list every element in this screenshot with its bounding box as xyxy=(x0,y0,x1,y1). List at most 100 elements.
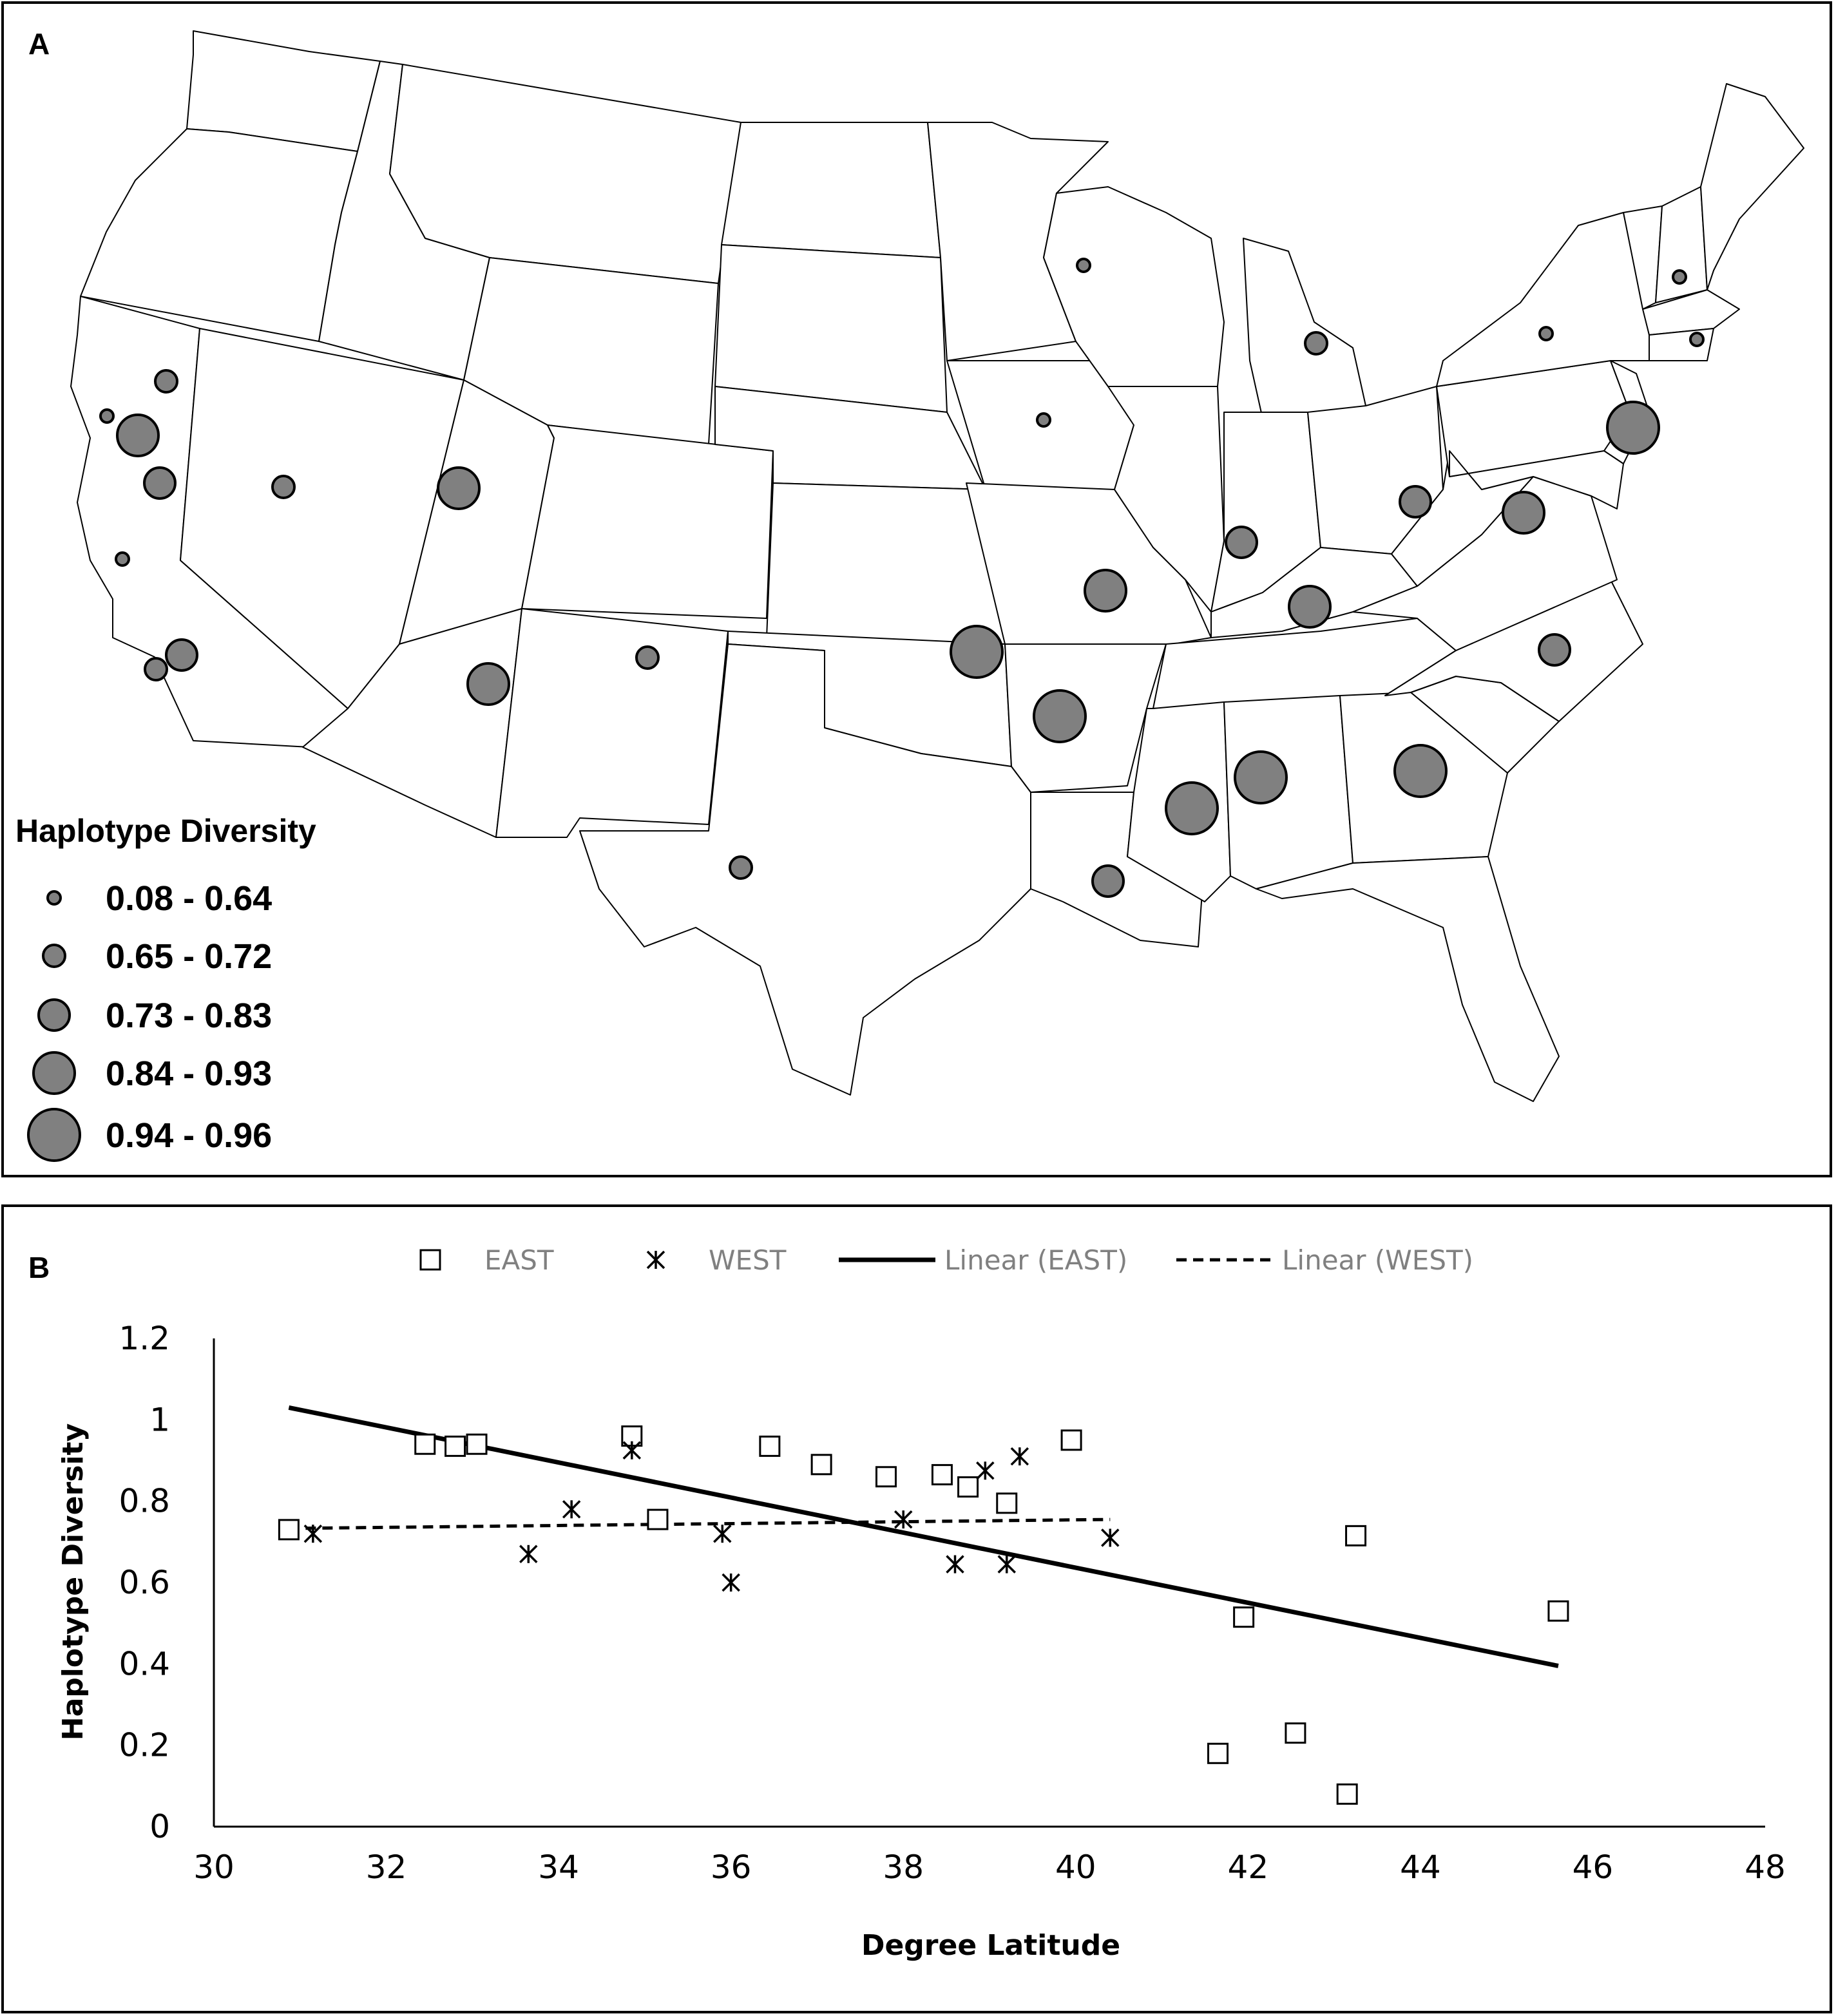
west-point xyxy=(976,1461,995,1480)
site-marker-ky xyxy=(1288,585,1332,629)
chart-legend: EAST WEST Linear (EAST) Linear (WEST) xyxy=(419,1244,1473,1276)
state-ma xyxy=(1642,289,1740,336)
y-tick-label: 0.2 xyxy=(119,1727,170,1764)
site-marker-nc xyxy=(1538,633,1571,667)
site-marker-ma xyxy=(1689,332,1705,347)
site-marker-ca xyxy=(154,369,178,394)
site-marker-nh xyxy=(1672,269,1687,285)
x-tick-label: 36 xyxy=(711,1849,752,1886)
y-axis-title: Haplotype Diversity xyxy=(57,1423,90,1741)
legend-east-marker xyxy=(419,1249,441,1271)
west-point xyxy=(894,1510,913,1529)
panel-b-scatter: B EAST WEST Linear (EAST) Linear (WEST) 0 0.… xyxy=(1,1204,1832,2013)
panel-a-letter: A xyxy=(28,27,50,61)
site-marker-ca xyxy=(144,657,168,681)
site-marker-wi xyxy=(1076,258,1091,273)
state-co xyxy=(521,424,774,619)
site-marker-ca xyxy=(115,551,130,567)
legend-class-label: 0.08 - 0.64 xyxy=(106,879,272,918)
site-marker-la xyxy=(1091,864,1125,898)
y-tick-label: 0.4 xyxy=(119,1645,170,1682)
x-tick-label: 30 xyxy=(193,1849,234,1886)
site-marker-va xyxy=(1502,491,1545,535)
state-ct-ri xyxy=(1649,328,1714,361)
west-point xyxy=(722,1573,740,1592)
trendline-east xyxy=(288,1405,1559,1668)
legend-class-label: 0.94 - 0.96 xyxy=(106,1116,272,1155)
x-tick-label: 46 xyxy=(1573,1849,1614,1886)
east-point xyxy=(445,1435,466,1457)
legend-linear-west-label: Linear (WEST) xyxy=(1282,1244,1473,1276)
legend-linear-east-label: Linear (EAST) xyxy=(944,1244,1127,1276)
east-point xyxy=(1285,1722,1306,1744)
panel-a-map: A xyxy=(1,1,1832,1177)
legend-west-marker xyxy=(646,1250,665,1270)
west-point xyxy=(622,1441,642,1460)
state-ks xyxy=(766,482,1006,645)
map-legend-title: Haplotype Diversity xyxy=(15,813,316,849)
site-marker-in xyxy=(1225,526,1258,559)
site-marker-ok xyxy=(950,625,1004,679)
y-tick-label: 0.6 xyxy=(119,1564,170,1601)
state-me xyxy=(1700,83,1804,290)
x-tick-labels: 30 32 34 36 38 40 42 44 46 48 xyxy=(193,1849,1786,1886)
site-marker-ut xyxy=(437,466,481,510)
east-point xyxy=(1060,1429,1082,1451)
west-point xyxy=(997,1555,1016,1574)
site-marker-oh xyxy=(1399,485,1432,518)
east-point xyxy=(466,1433,488,1455)
legend-circle-2 xyxy=(42,944,66,968)
west-point xyxy=(946,1555,964,1574)
legend-class-label: 0.73 - 0.83 xyxy=(106,996,272,1035)
panel-b-frame xyxy=(1,1204,1832,2013)
west-point xyxy=(1010,1447,1029,1466)
site-marker-mo xyxy=(1084,569,1127,613)
east-point xyxy=(957,1476,979,1498)
east-point xyxy=(931,1464,953,1486)
west-point xyxy=(303,1524,323,1543)
site-marker-ca xyxy=(143,466,177,500)
east-point xyxy=(1547,1600,1569,1622)
east-point xyxy=(996,1492,1018,1514)
series-east-points xyxy=(278,1425,1569,1805)
map-legend-rows: 0.08 - 0.64 0.65 - 0.72 0.73 - 0.83 0.84 - … xyxy=(27,879,272,1162)
site-marker-ms xyxy=(1165,781,1219,835)
legend-circle-3 xyxy=(37,998,71,1032)
sampling-site-markers xyxy=(99,258,1705,898)
west-point xyxy=(713,1524,732,1543)
state-de-md xyxy=(1449,450,1624,509)
site-marker-ga xyxy=(1393,744,1448,798)
site-marker-nv xyxy=(271,475,296,499)
legend-west-label: WEST xyxy=(709,1244,787,1276)
site-marker-nj xyxy=(1606,401,1660,455)
site-marker-az xyxy=(466,662,510,706)
legend-circle-4 xyxy=(32,1051,76,1095)
site-marker-nm xyxy=(635,645,660,670)
x-tick-label: 38 xyxy=(883,1849,924,1886)
east-point xyxy=(1233,1606,1255,1628)
state-il xyxy=(1107,386,1225,613)
x-tick-label: 40 xyxy=(1055,1849,1096,1886)
east-point xyxy=(647,1508,669,1530)
panel-a-frame xyxy=(1,1,1832,1177)
site-marker-ca xyxy=(165,638,198,672)
y-tick-label: 1 xyxy=(149,1401,170,1438)
y-tick-labels: 0 0.2 0.4 0.6 0.8 1 1.2 xyxy=(119,1320,170,1845)
east-point xyxy=(875,1466,897,1488)
y-tick-label: 0.8 xyxy=(119,1483,170,1520)
state-nm xyxy=(495,608,729,838)
y-tick-label: 1.2 xyxy=(119,1320,170,1357)
site-marker-mi xyxy=(1304,331,1328,356)
legend-east-label: EAST xyxy=(484,1244,554,1276)
y-tick-label: 0 xyxy=(149,1808,170,1845)
east-point xyxy=(1336,1783,1358,1805)
east-point xyxy=(278,1519,300,1541)
state-sd xyxy=(714,244,948,413)
panel-b-letter: B xyxy=(28,1251,50,1284)
x-tick-label: 48 xyxy=(1745,1849,1786,1886)
east-point xyxy=(1345,1525,1367,1546)
x-tick-label: 34 xyxy=(538,1849,579,1886)
east-point xyxy=(1207,1742,1229,1764)
legend-circle-1 xyxy=(46,890,62,906)
